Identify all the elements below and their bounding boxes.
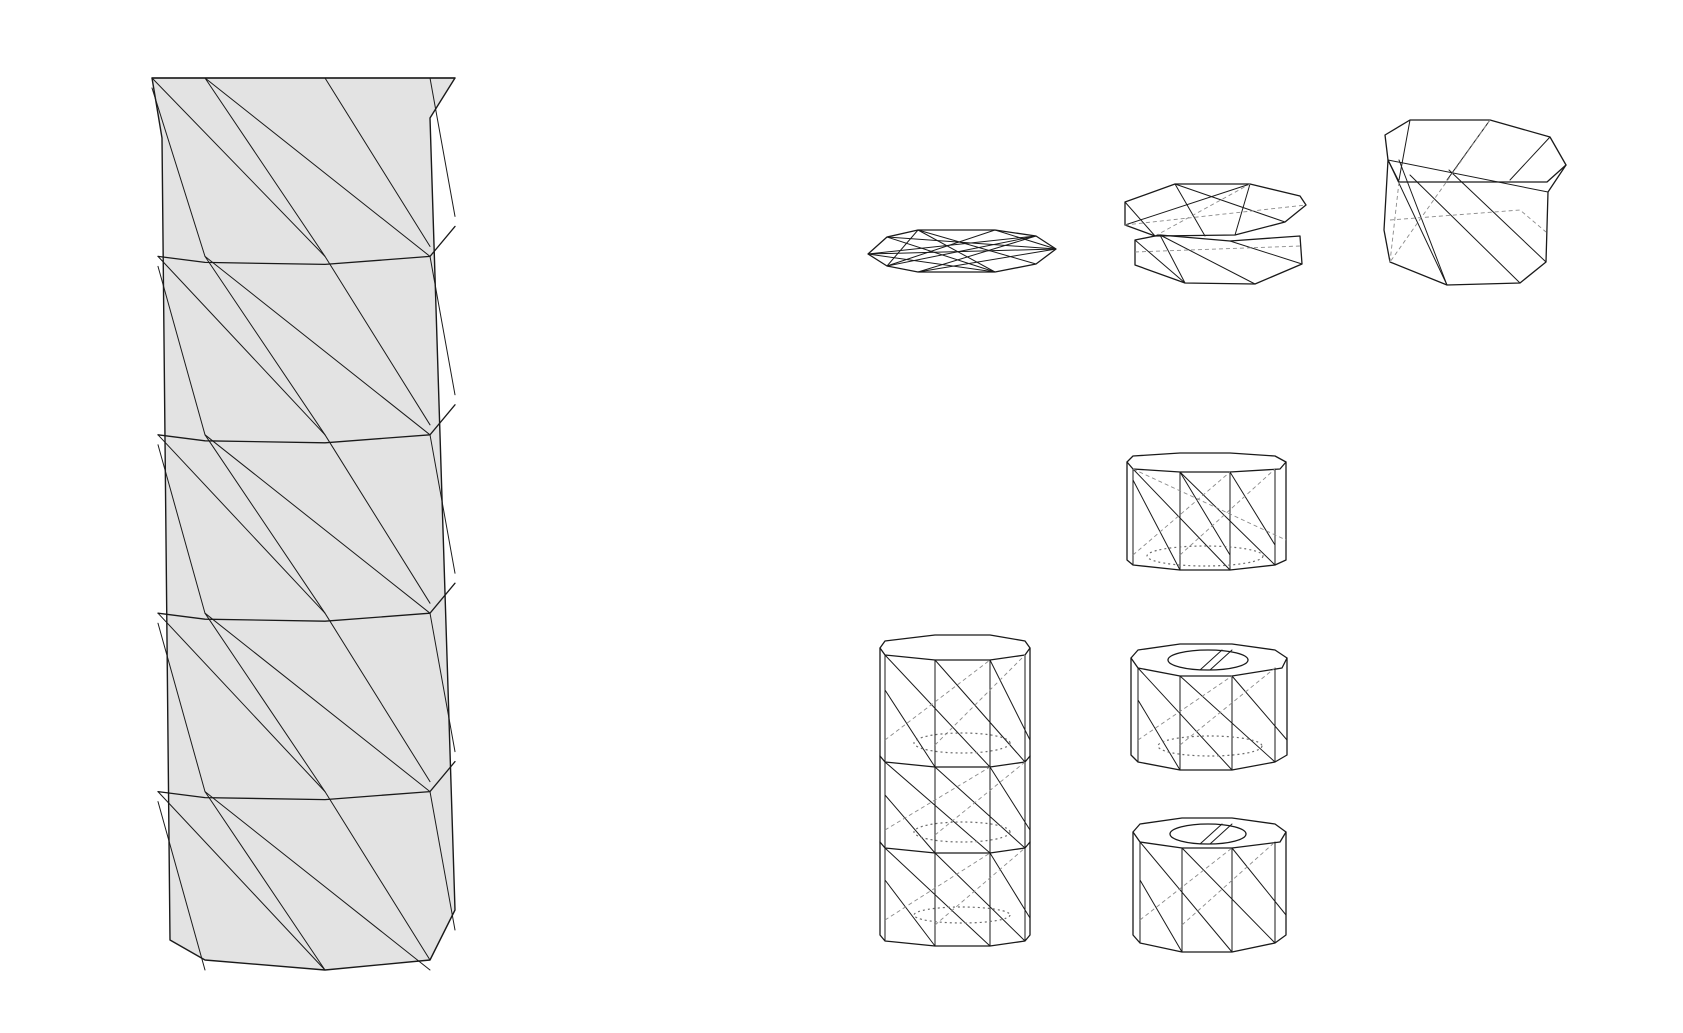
tower-crease (157, 791, 326, 971)
tower-module-ring (157, 404, 456, 444)
tower-crease (151, 77, 326, 257)
folded-flat-module (867, 229, 1057, 273)
module-with-core (1130, 643, 1288, 771)
tower-crease (324, 77, 431, 247)
tower-crease (157, 612, 326, 793)
tower-crease (429, 77, 456, 217)
tower-crease (324, 434, 431, 604)
tower-crease (204, 791, 326, 971)
tower-module-ring (157, 225, 456, 266)
tower-crease (324, 612, 431, 783)
tower-crease (204, 434, 431, 614)
nearly-deployed-module (1383, 119, 1567, 286)
tower-crease (157, 622, 206, 793)
tower-crease (204, 255, 326, 436)
tower-crease (157, 444, 206, 614)
tower-crease (157, 265, 206, 436)
three-module-stack (879, 634, 1031, 947)
tower-silhouette (151, 77, 456, 971)
tower-crease (204, 612, 326, 793)
tower-crease (204, 791, 431, 971)
tower-crease (204, 77, 431, 257)
tower-crease (429, 255, 456, 396)
tower-crease (204, 434, 326, 614)
deployed-module (1126, 452, 1287, 571)
tower-module-ring (157, 760, 456, 801)
stacked-tower-drawing (151, 77, 456, 971)
tower-crease (324, 255, 431, 426)
partially-folded-module (1124, 183, 1307, 285)
tower-crease (429, 791, 456, 931)
tower-crease (157, 801, 206, 971)
tower-crease (157, 255, 326, 436)
tower-crease (429, 434, 456, 574)
tower-crease (429, 612, 456, 753)
short-module-with-core (1132, 817, 1287, 953)
tower-crease (204, 77, 326, 257)
tower-crease (204, 612, 431, 793)
tower-module-ring (157, 582, 456, 622)
tower-crease (324, 791, 431, 961)
tower-crease (151, 87, 206, 257)
tower-crease (157, 434, 326, 614)
tower-crease (204, 255, 431, 436)
